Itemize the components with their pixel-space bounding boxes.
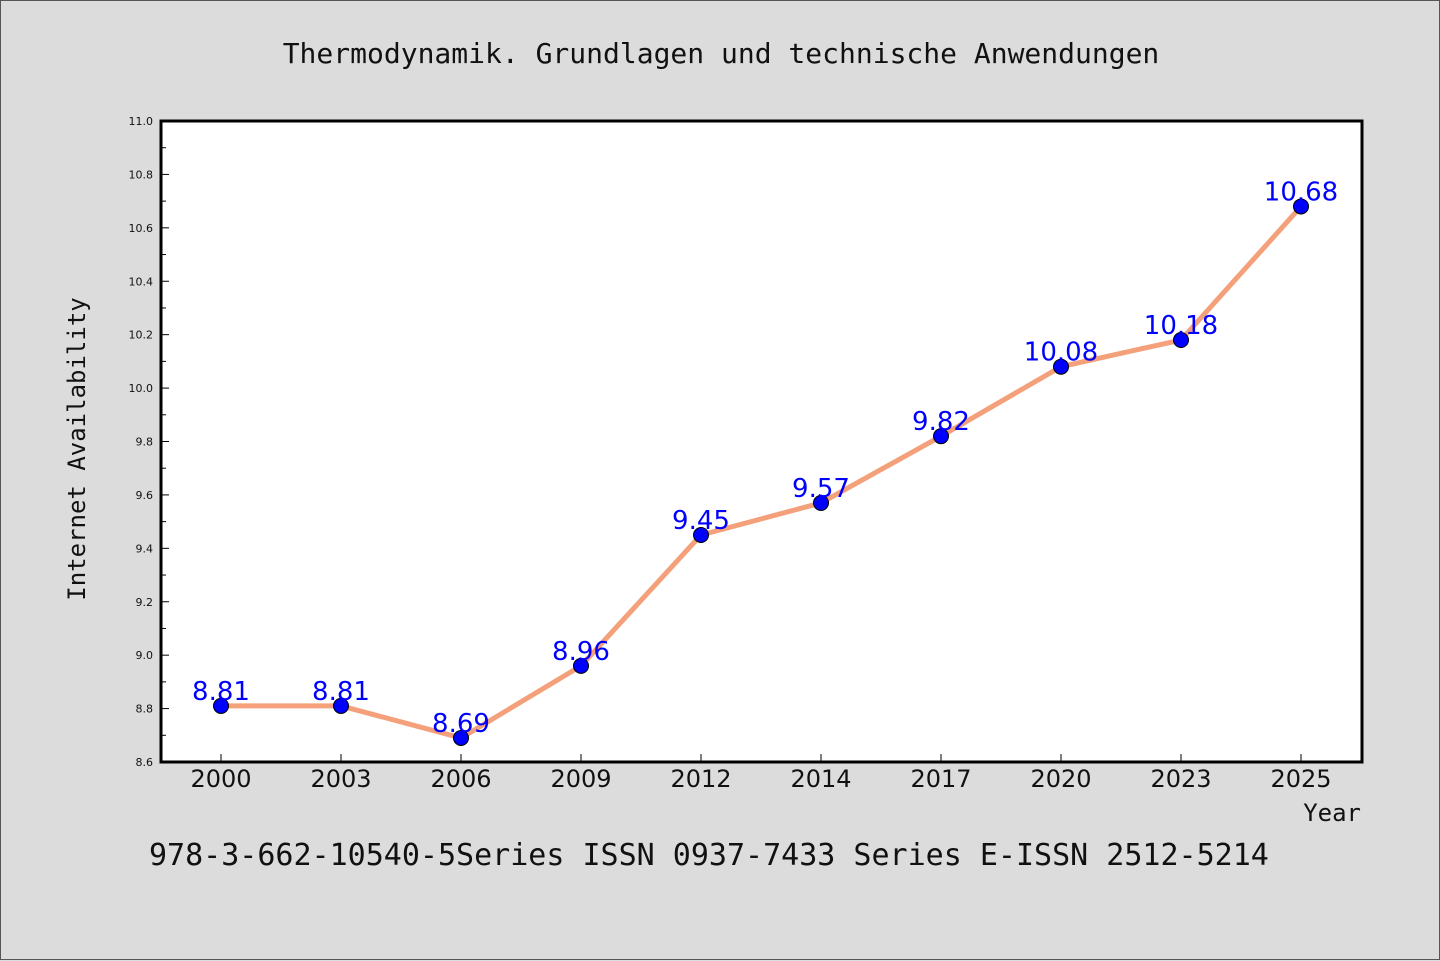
y-tick-label: 10.4	[129, 275, 154, 288]
series-line	[218, 203, 1304, 741]
data-label: 8.96	[552, 637, 610, 667]
x-tick-label: 2020	[1030, 765, 1091, 793]
x-axis: 2000 2003 2006 2009 2012 2014 2017 2020 2023 2025	[190, 754, 1332, 793]
data-label: 9.57	[792, 474, 850, 504]
y-tick-label: 8.8	[136, 703, 154, 716]
x-tick-label: 2023	[1150, 765, 1211, 793]
y-tick-label: 10.2	[129, 329, 154, 342]
y-tick-label: 9.6	[136, 489, 154, 502]
x-tick-label: 2009	[550, 765, 611, 793]
y-tick-label: 9.4	[136, 542, 154, 555]
data-point	[693, 526, 709, 543]
data-point	[933, 428, 949, 445]
y-tick-label: 9.0	[136, 649, 154, 662]
data-labels: 8.81 8.81 8.69 8.96 9.45 9.57 9.82 10.08 10.18 10…	[192, 177, 1338, 738]
y-tick-label: 8.6	[136, 756, 154, 769]
data-label: 8.69	[432, 709, 490, 739]
data-label: 8.81	[312, 677, 370, 707]
x-tick-label: 2025	[1270, 765, 1331, 793]
data-point	[813, 494, 829, 511]
data-label: 9.82	[912, 407, 970, 437]
data-label: 10.08	[1024, 338, 1098, 368]
data-point	[1173, 332, 1189, 349]
series-markers	[213, 198, 1309, 746]
data-label: 9.45	[672, 506, 730, 536]
data-point	[1293, 198, 1309, 215]
y-tick-label: 10.0	[129, 382, 154, 395]
y-tick-label: 9.2	[136, 596, 154, 609]
y-tick-label: 9.8	[136, 436, 154, 449]
x-tick-label: 2003	[310, 765, 371, 793]
y-axis-label: Internet Availability	[63, 297, 91, 600]
plot-area	[159, 119, 1364, 764]
data-point	[453, 729, 469, 746]
x-tick-label: 2012	[670, 765, 731, 793]
y-tick-label: 11.0	[129, 115, 154, 128]
x-axis-label: Year	[1303, 799, 1361, 827]
chart-title: Thermodynamik. Grundlagen und technische…	[283, 37, 1160, 70]
data-point	[213, 697, 229, 714]
x-tick-label: 2000	[190, 765, 251, 793]
x-tick-label: 2006	[430, 765, 491, 793]
data-label: 10.68	[1264, 177, 1338, 207]
series-polyline	[218, 203, 1304, 741]
y-axis: 8.6 8.8 9.0 9.2 9.4 9.6 9.8 10.0 10.2 10.4 10.6 10.…	[129, 115, 169, 769]
data-point	[1053, 358, 1069, 375]
y-tick-label: 10.6	[129, 222, 154, 235]
data-point	[333, 697, 349, 714]
y-tick-label: 10.8	[129, 168, 154, 181]
data-label: 10.18	[1144, 311, 1218, 341]
footer-isbn-issn: 978-3-662-10540-5Series ISSN 0937-7433 S…	[149, 838, 1269, 873]
data-label: 8.81	[192, 677, 250, 707]
x-tick-label: 2017	[910, 765, 971, 793]
x-tick-label: 2014	[790, 765, 851, 793]
data-point	[573, 657, 589, 674]
